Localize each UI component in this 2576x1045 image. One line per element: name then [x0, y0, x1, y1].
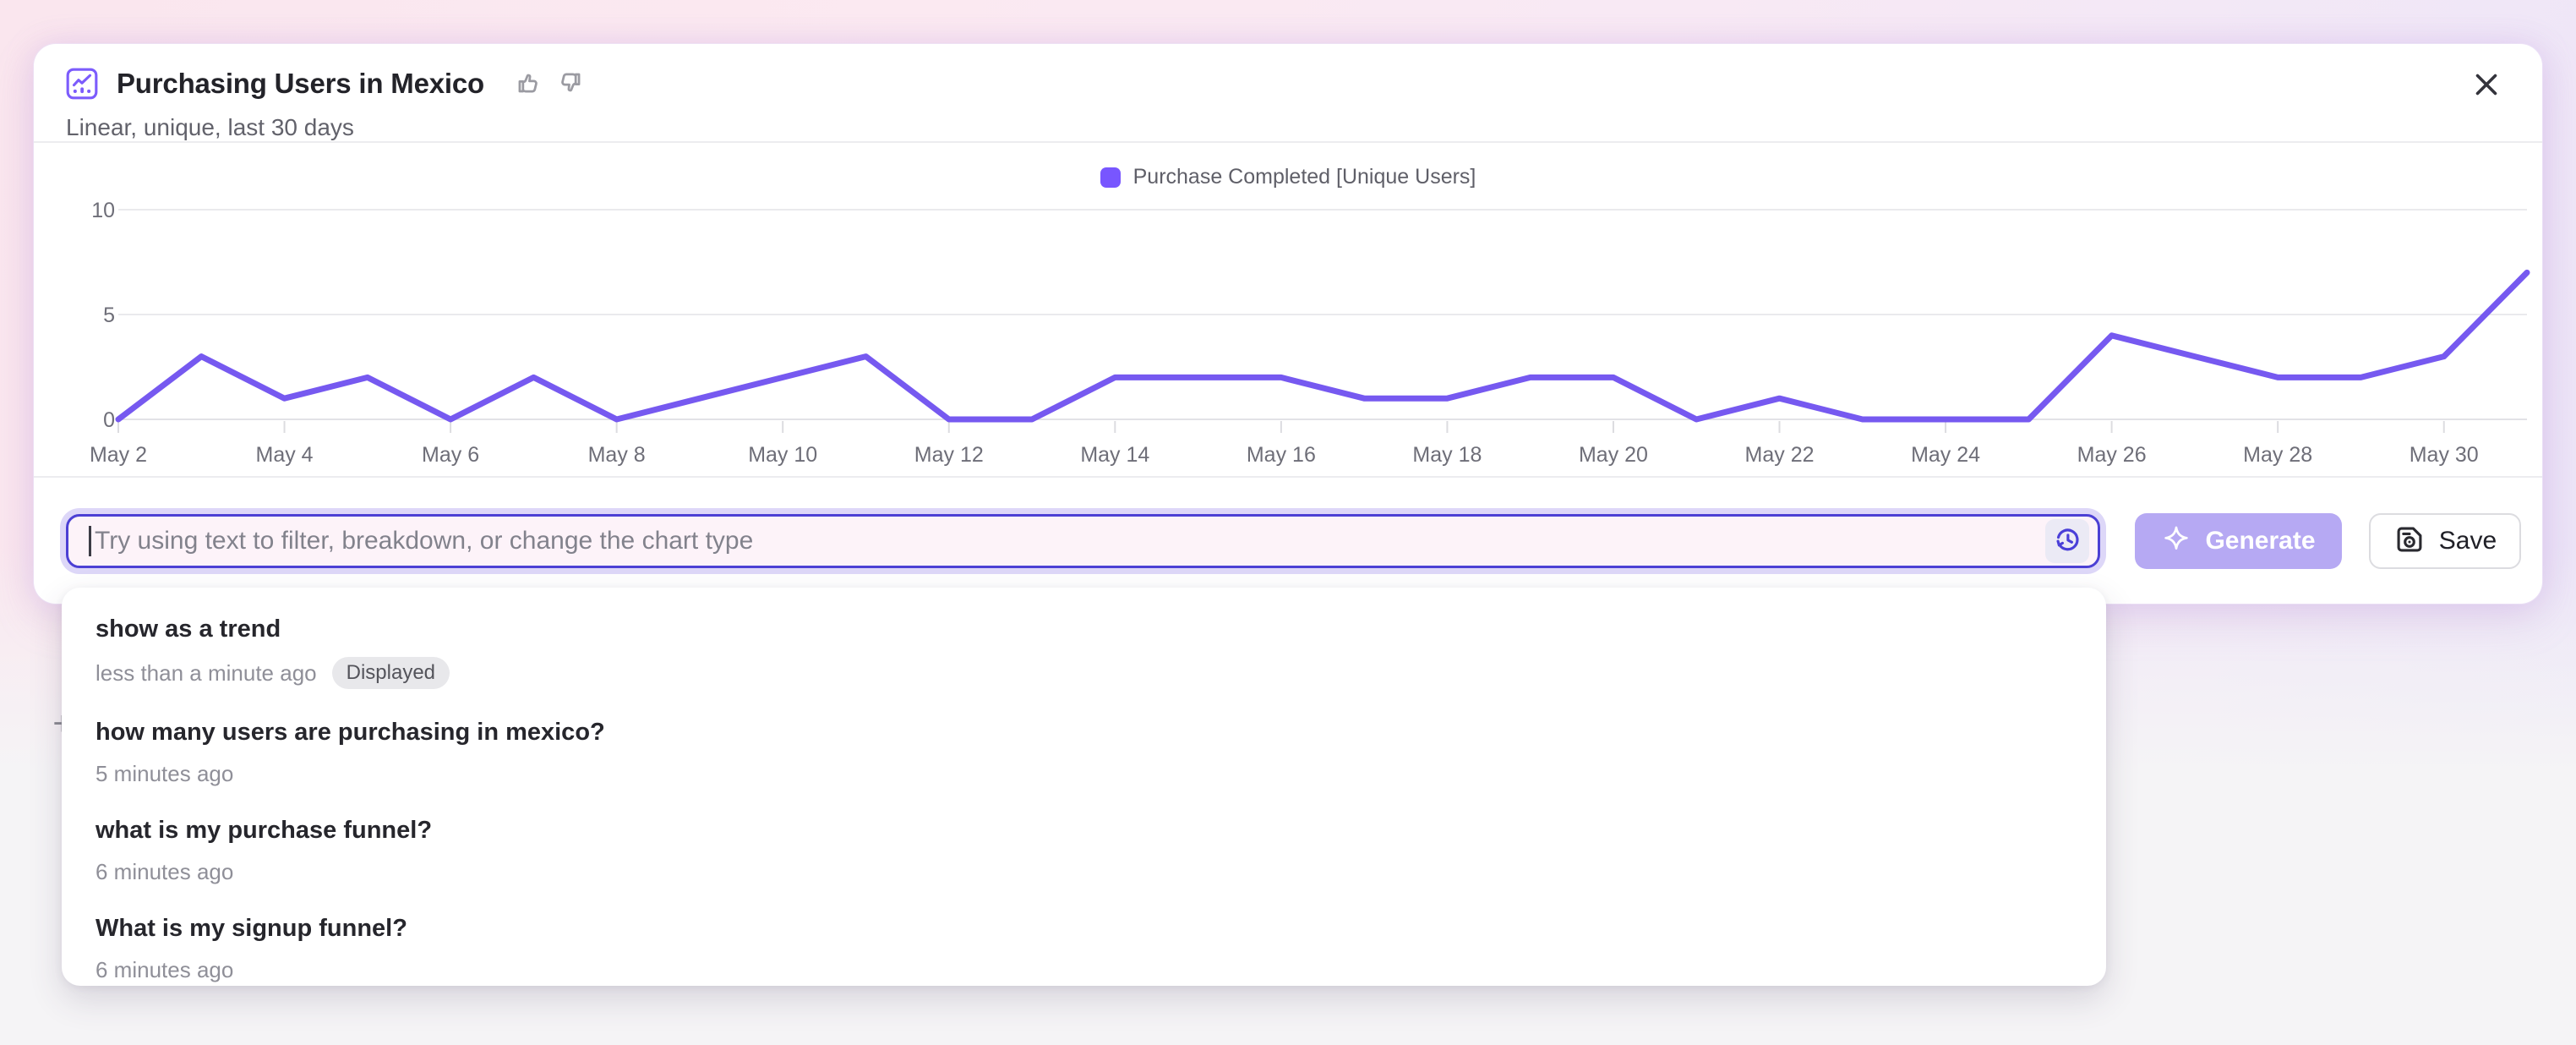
x-axis-tick-label: May 8 — [588, 443, 646, 467]
history-item-time: 6 minutes ago — [96, 859, 234, 884]
generate-button[interactable]: Generate — [2135, 512, 2342, 569]
thumb-up-button[interactable] — [515, 69, 542, 99]
generate-label: Generate — [2205, 526, 2316, 555]
legend-swatch — [1100, 167, 1121, 188]
line-chart-icon — [66, 68, 98, 100]
x-axis-tick-label: May 14 — [1080, 443, 1149, 467]
y-axis-tick-label: 0 — [103, 408, 115, 432]
history-item-time: less than a minute ago — [96, 660, 317, 686]
close-icon — [2471, 69, 2502, 102]
ai-query-input[interactable]: Try using text to filter, breakdown, or … — [66, 513, 2100, 568]
x-axis-tick-label: May 22 — [1745, 443, 1815, 467]
save-label: Save — [2438, 526, 2497, 555]
thumb-up-icon — [515, 69, 542, 99]
x-axis-tick-label: May 16 — [1247, 443, 1316, 467]
history-item[interactable]: What is my signup funnel? 6 minutes ago — [62, 912, 2106, 986]
history-dropdown: show as a trend less than a minute ago D… — [62, 588, 2106, 986]
sparkle-icon — [2161, 524, 2191, 557]
history-item-query: What is my signup funnel? — [96, 915, 407, 942]
x-axis-tick-label: May 20 — [1579, 443, 1648, 467]
ai-input-row: Try using text to filter, breakdown, or … — [34, 476, 2542, 604]
x-axis-tick-label: May 2 — [90, 443, 147, 467]
card-subtitle: Linear, unique, last 30 days — [66, 114, 354, 140]
text-caret — [89, 525, 91, 556]
history-item-time: 6 minutes ago — [96, 957, 234, 982]
trend-line — [115, 269, 2530, 423]
history-item-query: what is my purchase funnel? — [96, 817, 433, 844]
history-item-time: 5 minutes ago — [96, 761, 234, 786]
chart-card: Purchasing Users in Mexico — [34, 44, 2542, 604]
close-button[interactable] — [2468, 67, 2505, 104]
chart-section: Purchase Completed [Unique Users] 0 5 10 Ma… — [34, 143, 2542, 476]
history-icon — [2052, 524, 2082, 557]
x-axis-tick-label: May 18 — [1412, 443, 1482, 467]
history-item-query: show as a trend — [96, 616, 281, 643]
x-axis-tick-label: May 28 — [2243, 443, 2312, 467]
save-icon — [2393, 523, 2426, 558]
save-button[interactable]: Save — [2369, 512, 2521, 569]
legend-label: Purchase Completed [Unique Users] — [1132, 165, 1476, 189]
header-divider — [34, 141, 2542, 143]
history-item[interactable]: how many users are purchasing in mexico?… — [62, 716, 2106, 814]
x-axis-tick-label: May 6 — [422, 443, 479, 467]
x-axis-tick-label: May 4 — [256, 443, 314, 467]
x-axis-tick-label: May 30 — [2410, 443, 2479, 467]
history-item[interactable]: what is my purchase funnel? 6 minutes ag… — [62, 814, 2106, 912]
y-axis-tick-label: 10 — [91, 199, 115, 222]
trend-chart-svg: 0 5 10 May 2 May 4 May 6 May 8 May 10 May 12 May … — [90, 199, 2530, 467]
y-axis-tick-label: 5 — [103, 304, 115, 327]
history-button[interactable] — [2045, 518, 2089, 563]
input-placeholder: Try using text to filter, breakdown, or … — [95, 526, 754, 555]
history-item-query: how many users are purchasing in mexico? — [96, 719, 605, 746]
page-title: Purchasing Users in Mexico — [117, 68, 484, 99]
thumb-down-button[interactable] — [557, 69, 584, 99]
card-header: Purchasing Users in Mexico — [34, 44, 2542, 141]
thumb-down-icon — [557, 69, 584, 99]
x-axis-tick-label: May 26 — [2077, 443, 2147, 467]
history-item[interactable]: show as a trend less than a minute ago D… — [62, 613, 2106, 716]
displayed-badge: Displayed — [331, 657, 450, 689]
x-axis-tick-label: May 10 — [748, 443, 817, 467]
chart-legend: Purchase Completed [Unique Users] — [34, 165, 2542, 189]
x-axis-tick-label: May 12 — [914, 443, 984, 467]
x-axis-tick-label: May 24 — [1911, 443, 1980, 467]
